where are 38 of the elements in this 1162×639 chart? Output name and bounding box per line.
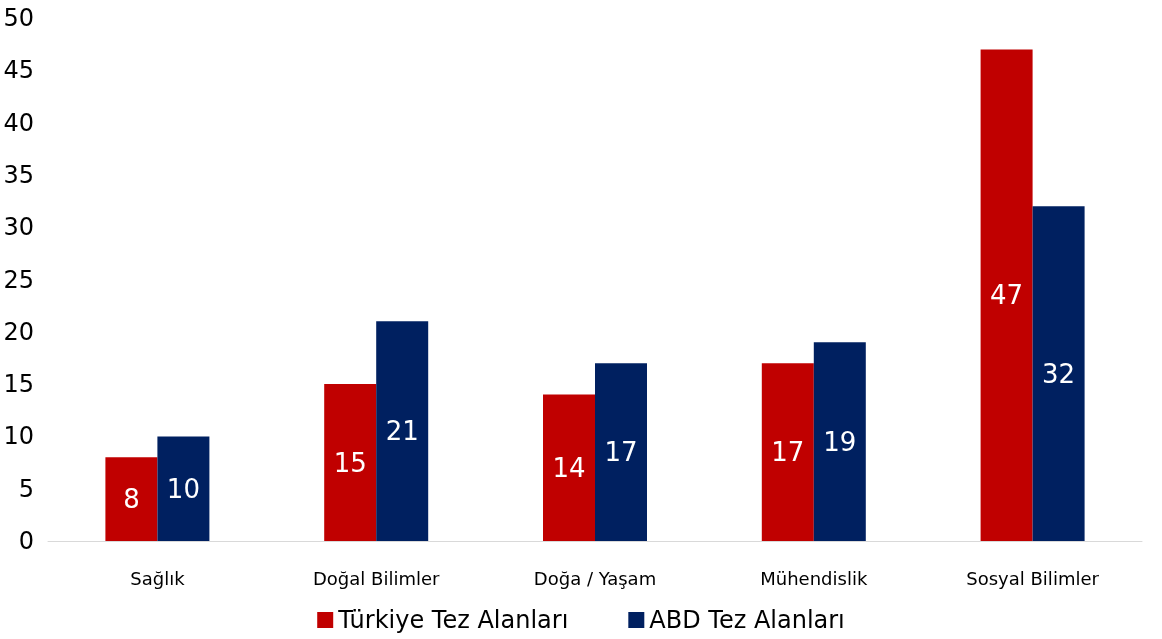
data-label: 17	[771, 437, 805, 468]
legend-label: Türkiye Tez Alanları	[337, 606, 569, 634]
legend-label: ABD Tez Alanları	[649, 606, 845, 634]
bar	[980, 49, 1033, 541]
data-label: 47	[990, 280, 1024, 311]
y-tick-label: 40	[3, 108, 34, 137]
x-tick-label: Sağlık	[130, 567, 186, 589]
bar	[761, 363, 814, 541]
bar	[157, 436, 210, 541]
bar	[543, 394, 595, 541]
y-tick-label: 15	[3, 370, 34, 399]
y-tick-label: 10	[3, 422, 34, 451]
bar	[105, 457, 158, 541]
x-tick-label: Sosyal Bilimler	[966, 567, 1100, 589]
data-label: 19	[823, 426, 857, 457]
data-label: 8	[123, 484, 140, 515]
y-tick-label: 5	[18, 474, 34, 503]
x-tick-label: Mühendislik	[760, 567, 868, 589]
data-label: 32	[1042, 358, 1076, 389]
bar	[324, 384, 377, 541]
bar	[813, 342, 866, 541]
data-label: 21	[385, 416, 419, 447]
y-tick-label: 0	[18, 527, 34, 555]
bar	[595, 363, 647, 541]
x-tick-label: Doğa / Yaşam	[533, 567, 657, 589]
y-tick-label: 20	[3, 317, 34, 346]
y-tick-label: 50	[3, 4, 34, 32]
y-tick-label: 35	[3, 160, 34, 189]
bar	[1032, 206, 1085, 541]
data-label: 15	[333, 447, 367, 478]
y-tick-label: 45	[3, 56, 34, 85]
x-tick-label: Doğal Bilimler	[312, 567, 440, 589]
bar	[376, 321, 429, 541]
y-tick-label: 25	[3, 265, 34, 294]
data-label: 14	[552, 452, 586, 483]
y-tick-label: 30	[3, 213, 34, 242]
data-label: 10	[166, 473, 200, 504]
data-label: 17	[604, 437, 638, 468]
